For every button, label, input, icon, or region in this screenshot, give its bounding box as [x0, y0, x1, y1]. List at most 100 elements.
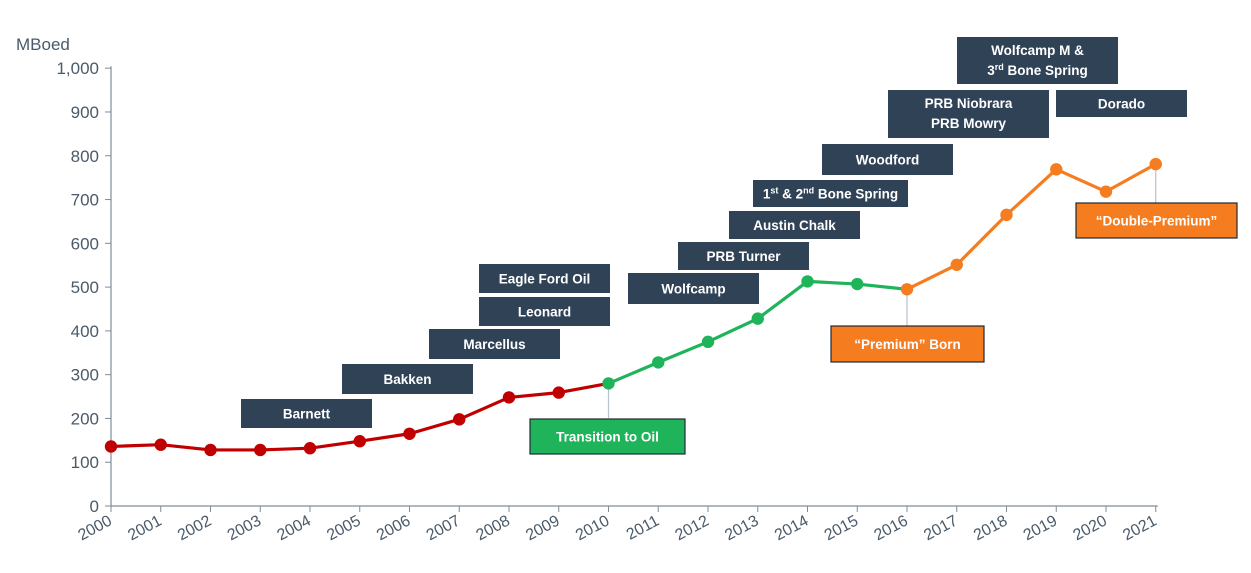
x-tick-label: 2020 [1070, 512, 1109, 544]
x-tick-label: 2000 [75, 512, 114, 544]
y-tick-label: 600 [71, 234, 99, 253]
play-label-text: Leonard [518, 305, 571, 320]
data-point-2000 [104, 440, 118, 453]
play-label-box [342, 364, 473, 394]
x-tick-label: 2004 [274, 512, 313, 544]
series-line-premium [906, 162, 1157, 291]
data-point-2012 [701, 335, 715, 349]
play-label-leonard: Leonard [479, 297, 610, 326]
data-point-2016 [900, 283, 914, 296]
x-tick-label: 2015 [822, 512, 861, 544]
y-tick-label: 0 [90, 497, 99, 516]
x-tick-label: 2001 [125, 512, 164, 544]
data-point-2010 [602, 377, 615, 390]
play-label-text: Austin Chalk [753, 218, 836, 233]
play-label-box [479, 297, 610, 326]
play-label-text: Eagle Ford Oil [499, 272, 591, 287]
annotation-box [830, 325, 985, 363]
play-label-text: Wolfcamp [661, 282, 725, 297]
y-tick-label: 1,000 [56, 59, 99, 78]
x-tick-label: 2014 [772, 512, 811, 544]
annotation-premium-born: “Premium” Born [830, 325, 985, 363]
play-label-box [957, 37, 1118, 84]
play-label-text: Dorado [1098, 97, 1145, 112]
play-label-text: PRB Turner [706, 249, 781, 264]
annotation-transition-to-oil: Transition to Oil [529, 418, 686, 455]
data-point-2011 [652, 356, 665, 369]
y-tick-label: 900 [71, 103, 99, 122]
data-point-2019 [1050, 163, 1063, 176]
y-tick-label: 800 [71, 147, 99, 166]
play-label-box [241, 399, 372, 428]
y-axis-label: MBoed [16, 35, 70, 54]
x-tick-label: 2021 [1120, 512, 1159, 544]
play-label-text: Barnett [283, 407, 331, 422]
data-point-2005 [353, 435, 366, 448]
play-label-marcellus: Marcellus [429, 329, 560, 359]
play-label-eagle-ford-oil: Eagle Ford Oil [479, 264, 610, 293]
play-label-box [628, 273, 759, 304]
x-tick-label: 2003 [225, 512, 264, 544]
y-tick-label: 500 [71, 278, 99, 297]
data-point-2001 [154, 438, 167, 451]
x-tick-label: 2011 [624, 512, 662, 543]
x-tick-label: 2012 [672, 512, 711, 544]
x-tick-label: 2017 [921, 512, 960, 544]
play-label-text: Wolfcamp M & [991, 43, 1084, 58]
play-label-wolfcamp-m-bone-spring: Wolfcamp M & 3rd Bone Spring [957, 37, 1118, 84]
y-tick-label: 700 [71, 191, 99, 210]
annotation-box [529, 418, 686, 455]
play-label-dorado: Dorado [1056, 90, 1187, 117]
x-tick-label: 2019 [1021, 512, 1060, 544]
data-point-2017 [950, 258, 963, 271]
x-tick-label: 2008 [473, 512, 512, 544]
play-label-text: 3rd Bone Spring [987, 62, 1088, 78]
data-point-2021 [1149, 157, 1162, 171]
y-tick-label: 300 [71, 366, 99, 385]
play-label-text: PRB Mowry [931, 116, 1007, 131]
play-label-box [479, 264, 610, 293]
x-tick-label: 2010 [573, 512, 612, 544]
annotation-text: “Premium” Born [854, 337, 961, 352]
x-tick-label: 2009 [523, 512, 562, 544]
annotation-text: Transition to Oil [556, 430, 659, 445]
y-tick-label: 400 [71, 322, 99, 341]
data-point-2014 [801, 275, 814, 288]
y-tick-label: 100 [71, 453, 99, 472]
data-point-2008 [502, 391, 516, 404]
play-label-box [888, 90, 1049, 138]
data-point-2002 [204, 443, 217, 457]
play-label-bakken: Bakken [342, 364, 473, 394]
annotation-double-premium: “Double-Premium” [1075, 202, 1238, 239]
data-point-2006 [403, 427, 416, 440]
annotation-text: “Double-Premium” [1096, 214, 1218, 229]
data-point-2003 [254, 443, 267, 457]
play-label-text: Marcellus [463, 337, 525, 352]
x-tick-label: 2016 [871, 512, 910, 544]
play-label-text: Woodford [856, 153, 919, 168]
data-point-2009 [552, 386, 565, 399]
play-label-prb-niobrara-mowry: PRB Niobrara PRB Mowry [888, 90, 1049, 138]
play-label-austin-chalk: Austin Chalk [729, 211, 860, 239]
data-point-2015 [851, 277, 864, 291]
play-label-text: PRB Niobrara [925, 96, 1013, 111]
x-tick-label: 2013 [722, 512, 761, 544]
play-label-bone-spring: 1st & 2nd Bone Spring [753, 180, 908, 207]
play-label-prb-turner: PRB Turner [678, 242, 809, 270]
play-label-box [822, 144, 953, 175]
data-point-2007 [453, 413, 466, 426]
play-label-text: 1st & 2nd Bone Spring [763, 186, 898, 202]
data-point-2013 [751, 312, 764, 325]
annotation-box [1075, 202, 1238, 239]
y-tick-label: 200 [71, 409, 99, 428]
play-label-box [429, 329, 560, 359]
play-label-text: Bakken [383, 372, 431, 387]
play-label-woodford: Woodford [822, 144, 953, 175]
play-label-box [753, 180, 908, 207]
play-label-wolfcamp: Wolfcamp [628, 273, 759, 304]
play-label-box [1056, 90, 1187, 117]
x-tick-label: 2018 [971, 512, 1010, 544]
data-point-2018 [1000, 208, 1013, 222]
x-tick-label: 2007 [424, 512, 463, 544]
